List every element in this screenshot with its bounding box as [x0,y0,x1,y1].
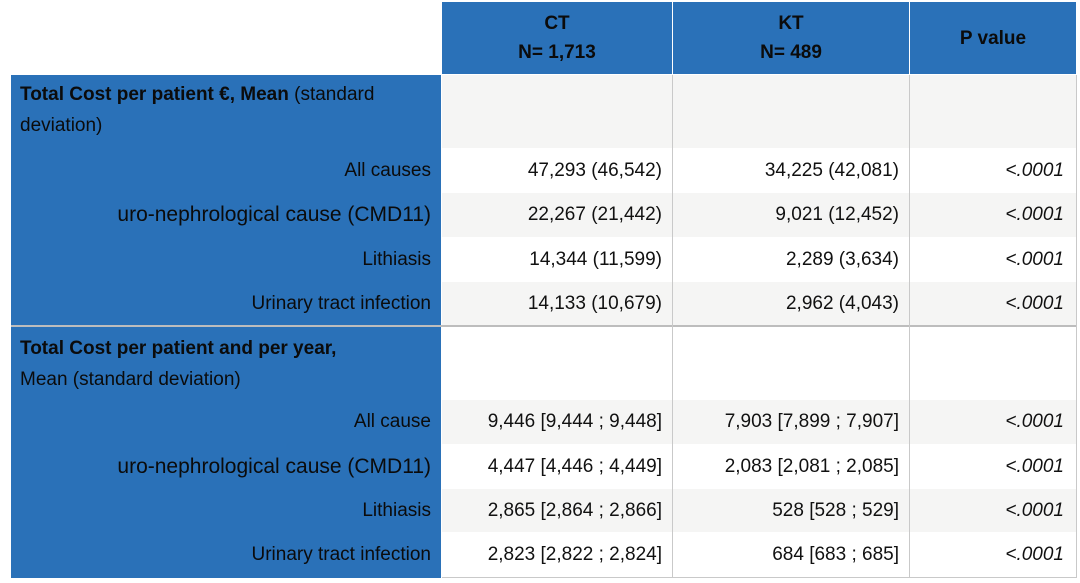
cell-kt: 684 [683 ; 685] [772,543,899,565]
section-2-title: Total Cost per patient and per year, Mea… [11,333,441,395]
cell-ct: 2,865 [2,864 ; 2,866] [487,499,662,521]
cell-ct: 47,293 (46,542) [527,159,662,181]
cell-p: <.0001 [1005,159,1064,181]
cell-p: <.0001 [1005,204,1064,225]
cell-ct: 4,447 [4,446 ; 4,449] [487,455,662,477]
cell-kt: 9,021 (12,452) [775,204,899,225]
cell-ct: 14,344 (11,599) [529,248,662,270]
section-2-title-bold: Total Cost per patient and per year, [20,338,337,359]
cell-kt: 34,225 (42,081) [764,159,899,181]
cell-p: <.0001 [1005,455,1064,477]
header-ct-n: N= 1,713 [518,42,596,63]
header-ct-name: CT [544,13,570,34]
cell-ct: 2,823 [2,822 ; 2,824] [487,543,662,565]
s2-row-band [442,400,1076,444]
row-label: All causes [344,159,431,181]
section-2-labels [11,327,441,578]
cell-p: <.0001 [1005,292,1064,314]
s1-row-band [442,193,1076,237]
s1-row-band [442,282,1076,325]
cell-kt: 7,903 [7,899 ; 7,907] [724,411,899,432]
row-label: uro-nephrological cause (CMD11) [117,454,431,478]
row-label: Lithiasis [362,499,431,521]
header-kt-name: KT [778,13,804,34]
s1-title-band [442,75,1076,148]
divider [1076,75,1077,578]
header-p-name: P value [959,27,1027,49]
divider [11,325,1077,327]
divider [909,75,910,578]
cell-p: <.0001 [1005,543,1064,565]
cell-kt: 2,289 (3,634) [785,248,899,270]
header-p-value: P value [910,2,1076,74]
cell-p: <.0001 [1005,499,1064,521]
row-label: Urinary tract infection [251,543,431,565]
divider [442,577,1077,578]
divider [672,75,673,578]
cell-ct: 9,446 [9,444 ; 9,448] [487,411,662,432]
row-label: uro-nephrological cause (CMD11) [117,203,431,226]
cell-ct: 22,267 (21,442) [527,204,662,225]
header-ct: CT N= 1,713 [442,2,672,74]
cell-p: <.0001 [1005,248,1064,270]
section-1-title-rest: (standard deviation) [20,84,375,136]
header-kt-n: N= 489 [760,42,822,63]
cell-p: <.0001 [1005,411,1064,432]
section-1-title-bold: Total Cost per patient €, Mean [20,84,289,105]
cell-kt: 2,083 [2,081 ; 2,085] [724,455,899,477]
row-label: Lithiasis [362,248,431,270]
row-label: All cause [353,411,431,432]
section-2-title-rest: Mean (standard deviation) [20,369,241,390]
header-kt: KT N= 489 [673,2,909,74]
s2-row-band [442,489,1076,532]
section-1-title: Total Cost per patient €, Mean (standard… [11,79,441,141]
section-1-labels [11,75,441,325]
cell-kt: 2,962 (4,043) [785,292,899,314]
cell-kt: 528 [528 ; 529] [772,499,899,521]
cell-ct: 14,133 (10,679) [527,292,662,314]
row-label: Urinary tract infection [251,292,431,314]
